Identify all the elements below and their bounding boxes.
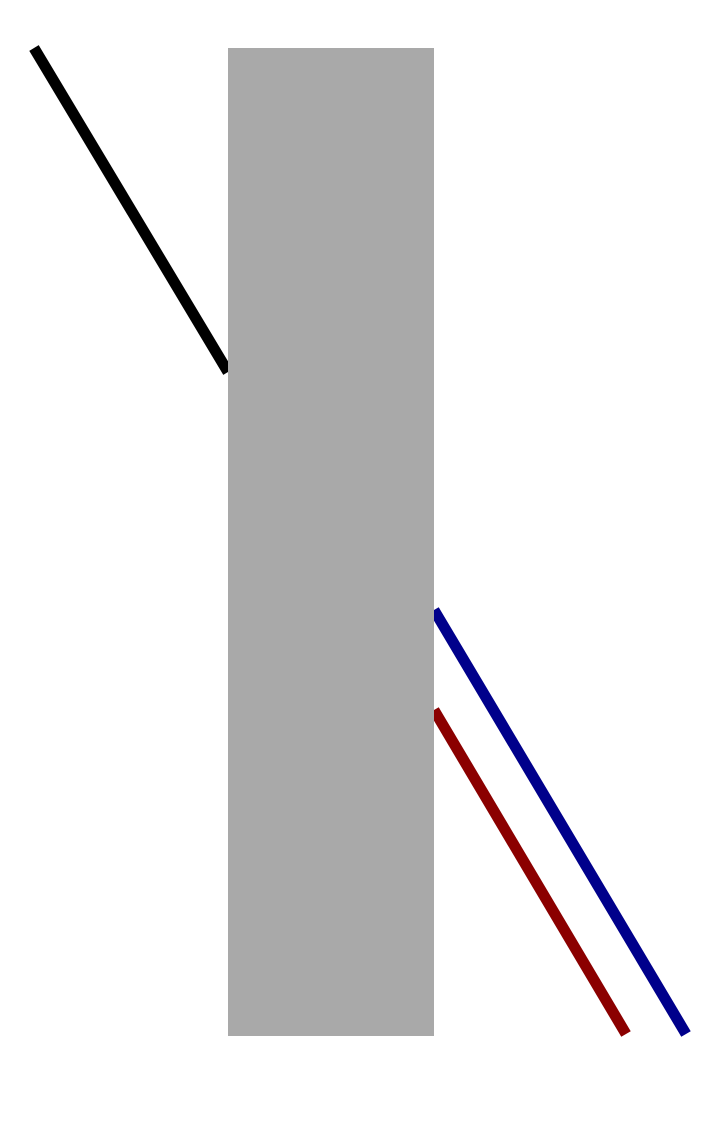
incoming-line <box>29 45 233 375</box>
exit-line-red <box>429 707 631 1037</box>
occluding-bar <box>228 48 434 1036</box>
exit-line-blue <box>429 607 691 1037</box>
